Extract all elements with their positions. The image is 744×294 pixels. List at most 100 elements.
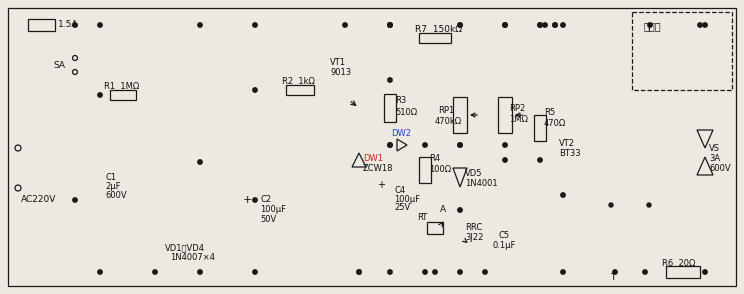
- Text: VD1～VD4: VD1～VD4: [165, 243, 205, 253]
- Bar: [666, 266, 700, 278]
- Text: RP2: RP2: [509, 103, 525, 113]
- Polygon shape: [453, 168, 467, 187]
- Circle shape: [503, 23, 507, 27]
- Circle shape: [647, 203, 651, 207]
- Bar: [498, 97, 512, 133]
- Circle shape: [97, 23, 102, 27]
- Text: C1: C1: [105, 173, 116, 181]
- Circle shape: [388, 23, 392, 27]
- Circle shape: [97, 270, 102, 274]
- Circle shape: [153, 270, 157, 274]
- Text: R1  1MΩ: R1 1MΩ: [104, 81, 139, 91]
- Bar: [534, 115, 546, 141]
- Circle shape: [538, 23, 542, 27]
- Circle shape: [503, 23, 507, 27]
- Circle shape: [613, 270, 618, 274]
- Text: VT1: VT1: [330, 58, 346, 66]
- Circle shape: [253, 23, 257, 27]
- Text: R7  150kΩ: R7 150kΩ: [415, 24, 462, 34]
- Circle shape: [703, 270, 708, 274]
- Circle shape: [388, 78, 392, 82]
- Text: 510Ω: 510Ω: [395, 108, 417, 116]
- Bar: [419, 33, 451, 43]
- Bar: [28, 19, 55, 31]
- Text: C2: C2: [260, 196, 271, 205]
- Circle shape: [388, 143, 392, 147]
- Polygon shape: [697, 157, 713, 175]
- Circle shape: [253, 270, 257, 274]
- Circle shape: [97, 93, 102, 97]
- Text: DW2: DW2: [391, 128, 411, 138]
- Circle shape: [553, 23, 557, 27]
- Text: VD5: VD5: [465, 168, 483, 178]
- Text: +: +: [243, 195, 252, 205]
- Circle shape: [388, 23, 392, 27]
- Circle shape: [388, 23, 392, 27]
- Text: 1N4001: 1N4001: [465, 178, 498, 188]
- Text: ZCW18: ZCW18: [363, 163, 394, 173]
- Circle shape: [423, 143, 427, 147]
- Circle shape: [458, 23, 462, 27]
- Circle shape: [253, 198, 257, 202]
- Bar: [419, 157, 431, 183]
- Circle shape: [698, 23, 702, 27]
- Circle shape: [73, 198, 77, 202]
- Circle shape: [458, 143, 462, 147]
- Circle shape: [553, 23, 557, 27]
- Circle shape: [198, 23, 202, 27]
- Circle shape: [561, 23, 565, 27]
- Text: 2μF: 2μF: [105, 181, 121, 191]
- Bar: [384, 94, 396, 122]
- Bar: [110, 90, 136, 100]
- Circle shape: [458, 208, 462, 212]
- Text: RP1: RP1: [438, 106, 455, 114]
- Text: 50V: 50V: [260, 216, 276, 225]
- Circle shape: [543, 23, 547, 27]
- Text: C4: C4: [394, 186, 405, 195]
- Text: 1N4007×4: 1N4007×4: [170, 253, 215, 263]
- Polygon shape: [697, 130, 713, 148]
- Text: 600V: 600V: [105, 191, 126, 200]
- Text: AC220V: AC220V: [21, 196, 57, 205]
- Polygon shape: [397, 139, 407, 151]
- Circle shape: [458, 23, 462, 27]
- Text: 3J22: 3J22: [465, 233, 484, 243]
- Text: 470kΩ: 470kΩ: [435, 116, 462, 126]
- Text: RT: RT: [417, 213, 427, 223]
- Polygon shape: [352, 153, 366, 167]
- Circle shape: [648, 23, 652, 27]
- Circle shape: [458, 270, 462, 274]
- Text: 1.5A: 1.5A: [58, 19, 79, 29]
- Bar: [286, 85, 314, 95]
- Text: 电热毯: 电热毯: [644, 21, 661, 31]
- Text: R4: R4: [429, 153, 440, 163]
- Circle shape: [483, 270, 487, 274]
- Text: SA: SA: [53, 61, 65, 69]
- Text: A: A: [440, 206, 446, 215]
- Circle shape: [357, 270, 361, 274]
- Text: BT33: BT33: [559, 148, 580, 158]
- Circle shape: [538, 23, 542, 27]
- Circle shape: [538, 158, 542, 162]
- Circle shape: [503, 143, 507, 147]
- Text: VS: VS: [709, 143, 720, 153]
- Text: 0.1μF: 0.1μF: [492, 240, 516, 250]
- Circle shape: [253, 88, 257, 92]
- Circle shape: [388, 270, 392, 274]
- Text: RRC: RRC: [465, 223, 482, 233]
- Bar: [427, 222, 443, 234]
- Circle shape: [433, 270, 437, 274]
- Circle shape: [703, 23, 708, 27]
- Text: 1MΩ: 1MΩ: [509, 114, 528, 123]
- Circle shape: [73, 23, 77, 27]
- Text: 3A: 3A: [709, 153, 720, 163]
- Text: 100μF: 100μF: [394, 195, 420, 203]
- Bar: [632, 12, 732, 90]
- Circle shape: [388, 143, 392, 147]
- Text: 600V: 600V: [709, 163, 731, 173]
- Text: VT2: VT2: [559, 138, 575, 148]
- Circle shape: [561, 193, 565, 197]
- Text: 100Ω: 100Ω: [429, 165, 451, 173]
- Text: DW1: DW1: [363, 153, 383, 163]
- Text: 9013: 9013: [330, 68, 351, 76]
